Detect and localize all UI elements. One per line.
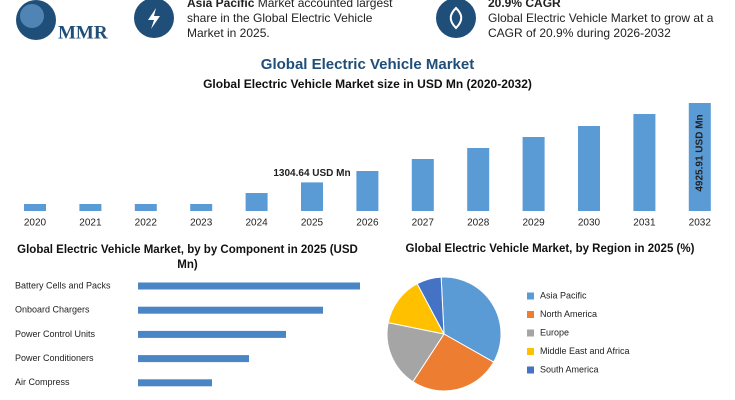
x-tick-label: 2027 [412, 218, 435, 229]
bar [138, 355, 249, 363]
bar [688, 103, 711, 211]
x-tick-label: 2021 [79, 218, 102, 229]
data-label: 4925.91 USD Mn [694, 114, 705, 191]
x-tick-label: 2032 [689, 218, 712, 229]
legend-label: Middle East and Africa [540, 346, 630, 356]
bar [134, 203, 157, 211]
x-tick-label: 2022 [135, 218, 158, 229]
logo-shine [20, 4, 44, 28]
highlight-title: Asia Pacific [187, 0, 255, 10]
bar [245, 193, 268, 211]
bolt-glyph [148, 8, 160, 29]
bar [24, 203, 46, 211]
bar [633, 114, 656, 211]
data-label: 1304.64 USD Mn [273, 168, 350, 179]
highlight-title: 20.9% CAGR [488, 0, 561, 10]
legend-swatch [527, 329, 534, 337]
x-tick-label: 2023 [190, 218, 213, 229]
highlight-1: Asia Pacific Market accounted largest sh… [187, 0, 412, 41]
y-tick-label: Air Compress [15, 377, 70, 387]
legend-swatch [527, 292, 534, 300]
bar [138, 330, 286, 338]
logo-text: MMR [58, 22, 108, 43]
x-tick-label: 2024 [245, 218, 268, 229]
legend-swatch [527, 311, 534, 318]
y-tick-label: Power Control Units [15, 329, 96, 339]
x-tick-label: 2026 [356, 218, 379, 229]
x-tick-label: 2030 [578, 218, 601, 229]
bar [190, 203, 213, 211]
legend-swatch [527, 366, 534, 374]
bar [467, 148, 490, 211]
bar [578, 125, 600, 211]
chart-title: Global Electric Vehicle Market [260, 56, 475, 73]
y-tick-label: Battery Cells and Packs [15, 280, 111, 290]
highlight-text: Global Electric Vehicle Market to grow a… [488, 11, 714, 40]
bar [138, 306, 323, 314]
bar [522, 137, 545, 211]
bar [138, 282, 360, 290]
x-tick-label: 2028 [467, 218, 490, 229]
legend-swatch [527, 348, 534, 355]
x-tick-label: 2029 [522, 218, 545, 229]
x-tick-label: 2020 [24, 218, 47, 229]
growth-glyph [449, 6, 463, 30]
legend-label: Asia Pacific [540, 290, 587, 300]
highlight-2: 20.9% CAGR Global Electric Vehicle Market… [488, 0, 718, 41]
bar [411, 158, 434, 211]
x-tick-label: 2031 [633, 218, 656, 229]
y-tick-label: Power Conditioners [15, 353, 94, 363]
legend-label: North America [540, 309, 597, 319]
chart-subtitle: Global Electric Vehicle Market size in U… [203, 77, 532, 91]
bar [138, 379, 212, 387]
legend-label: Europe [540, 327, 569, 337]
pie-slice [416, 276, 445, 335]
chart-title: Global Electric Vehicle Market, by Regio… [405, 243, 695, 255]
icon-growth [436, 0, 476, 38]
pie-slice [412, 333, 495, 392]
legend-label: South America [540, 364, 599, 374]
chart-title: Global Electric Vehicle Market, by by Co… [17, 244, 358, 271]
x-tick-label: 2025 [301, 218, 324, 229]
y-tick-label: Onboard Chargers [15, 305, 90, 315]
bar [356, 171, 379, 211]
bar [79, 203, 102, 211]
pie-slice [386, 322, 445, 383]
highlight-text: Market accounted largest share in the Gl… [187, 0, 393, 40]
bar [301, 182, 323, 211]
